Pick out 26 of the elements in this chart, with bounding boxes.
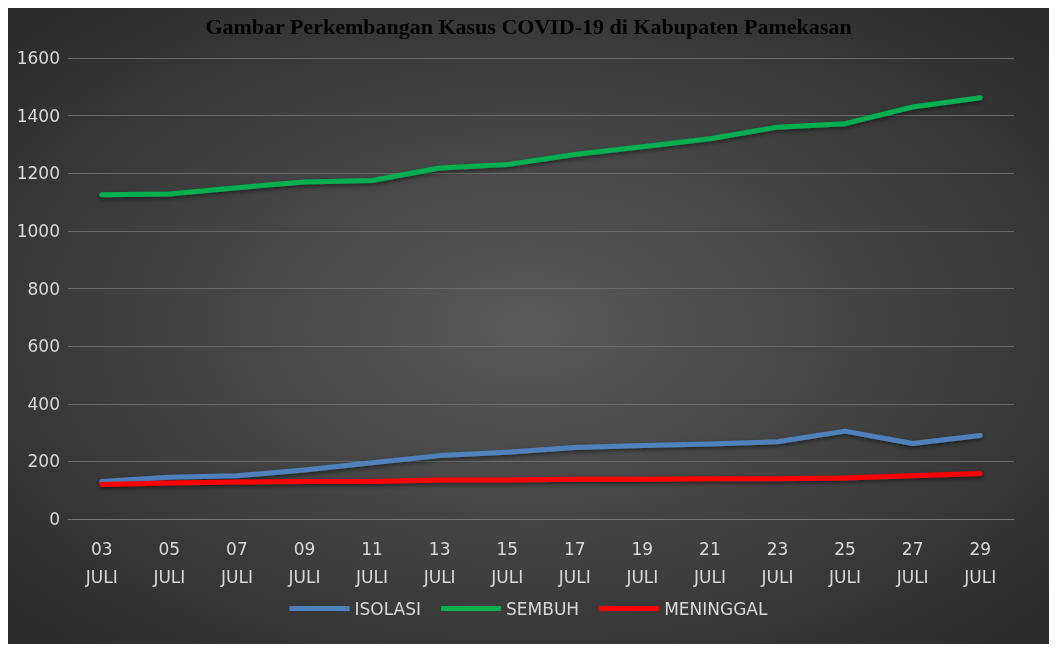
y-tick-label: 800: [27, 278, 60, 299]
legend-label: SEMBUH: [506, 598, 580, 619]
x-tick-label: 07 JULI: [219, 539, 253, 587]
x-tick-label: 15 JULI: [490, 539, 524, 587]
x-tick-label: 09 JULI: [287, 539, 321, 587]
legend-label: MENINGGAL: [664, 598, 768, 619]
legend-label: ISOLASI: [354, 598, 422, 619]
x-tick-label: 21 JULI: [692, 539, 726, 587]
x-tick-label: 13 JULI: [422, 539, 456, 587]
x-tick-label: 11 JULI: [355, 539, 389, 587]
y-tick-label: 200: [27, 451, 60, 472]
x-tick-label: 29 JULI: [963, 539, 997, 587]
x-tick-label: 17 JULI: [557, 539, 591, 587]
y-tick-label: 0: [49, 509, 60, 529]
y-tick-label: 1600: [16, 48, 60, 68]
x-tick-label: 23 JULI: [760, 539, 794, 587]
y-tick-label: 1200: [16, 163, 60, 184]
y-tick-label: 1000: [16, 220, 60, 241]
x-tick-label: 25 JULI: [828, 539, 862, 587]
y-tick-label: 600: [27, 336, 60, 357]
x-tick-label: 19 JULI: [625, 539, 659, 587]
x-tick-label: 03 JULI: [84, 539, 118, 587]
y-tick-label: 1400: [16, 105, 60, 126]
x-tick-label: 27 JULI: [895, 539, 929, 587]
y-tick-label: 400: [27, 393, 60, 414]
x-tick-label: 05 JULI: [152, 539, 186, 587]
